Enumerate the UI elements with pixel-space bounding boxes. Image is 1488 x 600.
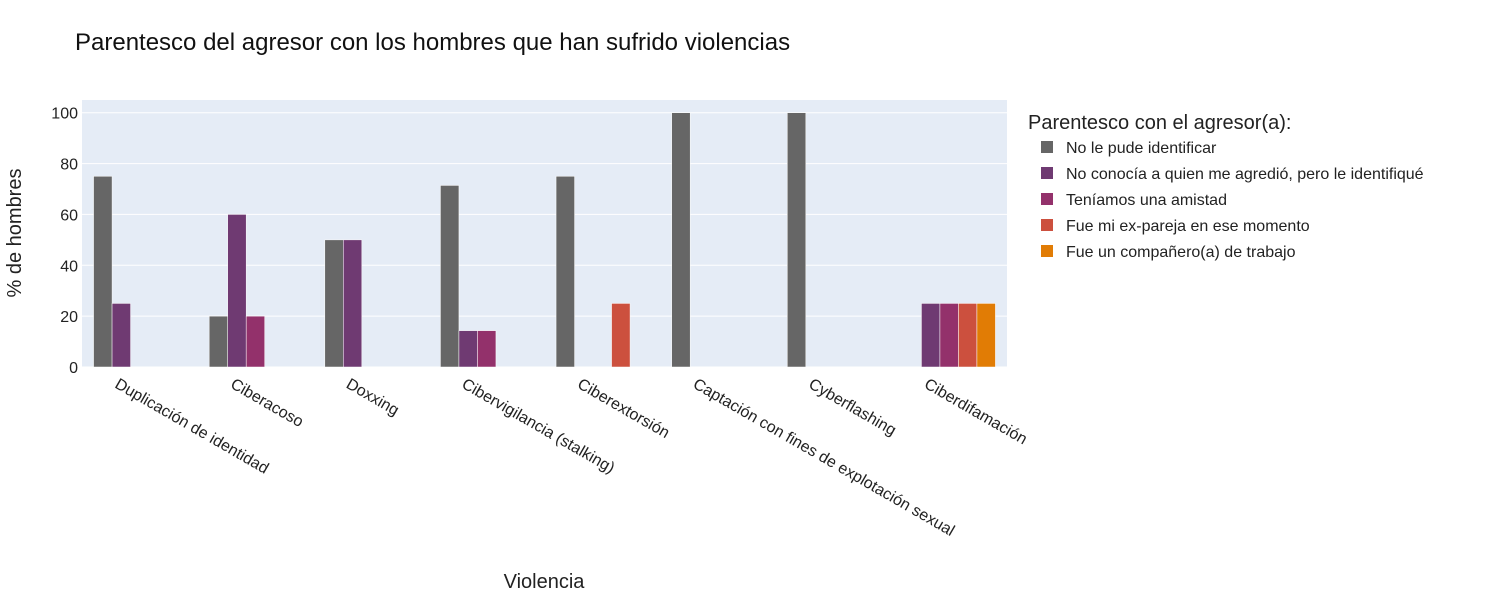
y-tick-label: 20 bbox=[60, 309, 78, 326]
bar bbox=[958, 303, 978, 368]
bar bbox=[787, 112, 807, 368]
legend-swatch bbox=[1041, 219, 1053, 231]
bar bbox=[111, 303, 131, 368]
x-axis-title: Violencia bbox=[504, 571, 586, 593]
y-tick-label: 80 bbox=[60, 157, 78, 174]
x-tick-label: Doxxing bbox=[343, 376, 402, 420]
legend-label: Teníamos una amistad bbox=[1066, 192, 1227, 209]
x-tick-label: Cyberflashing bbox=[806, 376, 899, 440]
bar bbox=[208, 315, 228, 368]
bar bbox=[976, 303, 996, 368]
y-axis-title: % de hombres bbox=[4, 169, 26, 298]
legend-swatch bbox=[1041, 193, 1053, 205]
y-tick-label: 100 bbox=[51, 106, 78, 123]
y-tick-label: 40 bbox=[60, 258, 78, 275]
bars bbox=[93, 112, 996, 368]
legend-label: Fue mi ex-pareja en ese momento bbox=[1066, 218, 1310, 235]
y-tick-label: 60 bbox=[60, 207, 78, 224]
chart-title: Parentesco del agresor con los hombres q… bbox=[75, 29, 790, 56]
bar bbox=[477, 330, 497, 368]
x-tick-label: Ciberextorsión bbox=[574, 376, 672, 442]
bar bbox=[939, 303, 959, 368]
legend-swatch bbox=[1041, 167, 1053, 179]
bar bbox=[671, 112, 691, 368]
legend-title: Parentesco con el agresor(a): bbox=[1028, 112, 1291, 134]
x-tick-label: Ciberdifamación bbox=[921, 376, 1030, 449]
bar bbox=[324, 239, 344, 368]
y-axis-ticks: 0 20 40 60 80 100 bbox=[51, 106, 78, 377]
legend-swatch bbox=[1041, 141, 1053, 153]
bar bbox=[227, 214, 247, 368]
legend-label: No conocía a quien me agredió, pero le i… bbox=[1066, 166, 1424, 183]
bar bbox=[440, 185, 460, 368]
bar bbox=[458, 330, 478, 368]
bar bbox=[555, 176, 575, 368]
legend-swatch bbox=[1041, 245, 1053, 257]
legend-label: No le pude identificar bbox=[1066, 140, 1217, 157]
x-tick-label: Ciberacoso bbox=[227, 376, 306, 431]
bar bbox=[921, 303, 941, 368]
bar bbox=[611, 303, 631, 368]
legend: Parentesco con el agresor(a): No le pude… bbox=[1028, 112, 1424, 261]
bar bbox=[343, 239, 363, 368]
y-tick-label: 0 bbox=[69, 360, 78, 377]
bar bbox=[93, 176, 113, 368]
legend-label: Fue un compañero(a) de trabajo bbox=[1066, 244, 1296, 261]
bar bbox=[245, 315, 265, 368]
legend-items: No le pude identificar No conocía a quien… bbox=[1041, 140, 1424, 261]
